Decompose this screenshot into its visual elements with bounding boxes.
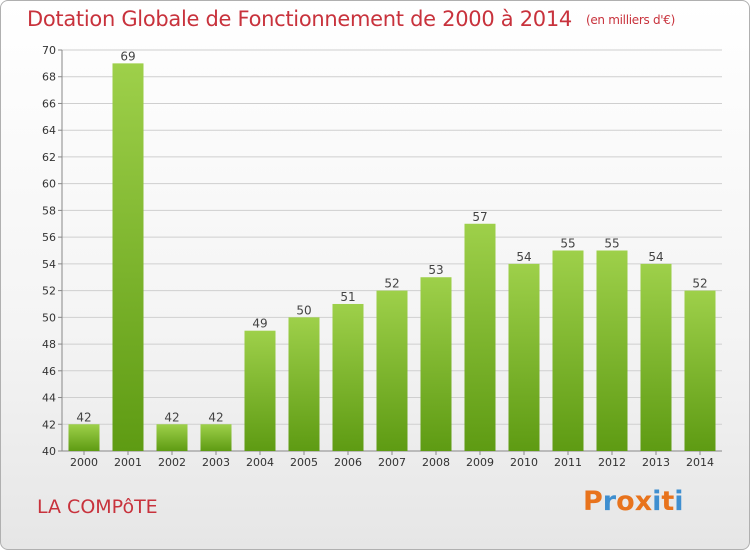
value-label: 42 bbox=[208, 410, 223, 424]
y-tick-label: 42 bbox=[42, 418, 56, 431]
x-tick-label: 2014 bbox=[686, 456, 714, 469]
commune-name: LA COMPôTE bbox=[37, 496, 158, 518]
value-label: 50 bbox=[296, 303, 311, 317]
y-tick-label: 66 bbox=[42, 97, 56, 110]
y-tick-label: 64 bbox=[42, 124, 56, 137]
x-tick-label: 2002 bbox=[158, 456, 186, 469]
y-tick-label: 62 bbox=[42, 151, 56, 164]
value-label: 42 bbox=[164, 410, 179, 424]
x-tick-label: 2007 bbox=[378, 456, 406, 469]
x-tick-label: 2000 bbox=[70, 456, 98, 469]
value-label: 51 bbox=[340, 290, 355, 304]
x-tick-label: 2003 bbox=[202, 456, 230, 469]
y-tick-label: 68 bbox=[42, 71, 56, 84]
y-tick-label: 50 bbox=[42, 311, 56, 324]
value-label: 69 bbox=[120, 49, 135, 63]
bar bbox=[112, 63, 144, 451]
y-tick-label: 48 bbox=[42, 338, 56, 351]
y-tick-label: 60 bbox=[42, 178, 56, 191]
y-tick-label: 54 bbox=[42, 258, 56, 271]
chart-title: Dotation Globale de Fonctionnement de 20… bbox=[27, 7, 675, 31]
bar bbox=[596, 250, 628, 451]
y-tick-label: 58 bbox=[42, 204, 56, 217]
bar bbox=[508, 263, 540, 451]
value-label: 57 bbox=[472, 210, 487, 224]
bar bbox=[684, 290, 716, 451]
labels: 40 42 44 46 48 50 52 54 56 58 60 62 64 66 68 70 42 2000 69… bbox=[42, 44, 714, 469]
value-label: 52 bbox=[692, 277, 707, 291]
value-label: 54 bbox=[516, 250, 531, 264]
value-label: 53 bbox=[428, 263, 443, 277]
value-label: 54 bbox=[648, 250, 663, 264]
x-tick-label: 2012 bbox=[598, 456, 626, 469]
bar bbox=[376, 290, 408, 451]
bar bbox=[156, 424, 188, 451]
x-tick-label: 2005 bbox=[290, 456, 318, 469]
bar bbox=[288, 317, 320, 451]
x-tick-label: 2009 bbox=[466, 456, 494, 469]
logo-letter: P bbox=[583, 486, 603, 517]
value-label: 49 bbox=[252, 317, 267, 331]
y-tick-label: 40 bbox=[42, 445, 56, 458]
value-label: 52 bbox=[384, 277, 399, 291]
y-tick-label: 44 bbox=[42, 392, 56, 405]
x-tick-label: 2004 bbox=[246, 456, 274, 469]
chart-title-text: Dotation Globale de Fonctionnement de 20… bbox=[27, 7, 572, 31]
y-tick-label: 46 bbox=[42, 365, 56, 378]
x-tick-label: 2001 bbox=[114, 456, 142, 469]
y-tick-label: 56 bbox=[42, 231, 56, 244]
value-label: 55 bbox=[560, 237, 575, 251]
x-tick-label: 2010 bbox=[510, 456, 538, 469]
x-tick-label: 2013 bbox=[642, 456, 670, 469]
bar bbox=[552, 250, 584, 451]
bar bbox=[464, 223, 496, 451]
bar bbox=[332, 303, 364, 451]
x-tick-label: 2011 bbox=[554, 456, 582, 469]
logo-letter: o bbox=[616, 486, 635, 517]
x-tick-label: 2006 bbox=[334, 456, 362, 469]
proxiti-logo: Proxiti bbox=[583, 486, 684, 517]
value-label: 55 bbox=[604, 237, 619, 251]
bar bbox=[640, 263, 672, 451]
y-tick-label: 52 bbox=[42, 285, 56, 298]
y-tick-label: 70 bbox=[42, 44, 56, 57]
logo-letter: t bbox=[661, 486, 675, 517]
bars bbox=[68, 63, 716, 451]
logo-letter: r bbox=[602, 486, 617, 517]
x-tick-label: 2008 bbox=[422, 456, 450, 469]
bar bbox=[420, 277, 452, 451]
logo-letter: i bbox=[674, 486, 684, 517]
value-label: 42 bbox=[76, 410, 91, 424]
logo-letter: i bbox=[652, 486, 662, 517]
chart-unit: (en milliers d'€) bbox=[585, 13, 675, 27]
bar bbox=[200, 424, 232, 451]
logo-letter: x bbox=[634, 486, 653, 517]
bar bbox=[244, 330, 276, 451]
bar bbox=[68, 424, 100, 451]
